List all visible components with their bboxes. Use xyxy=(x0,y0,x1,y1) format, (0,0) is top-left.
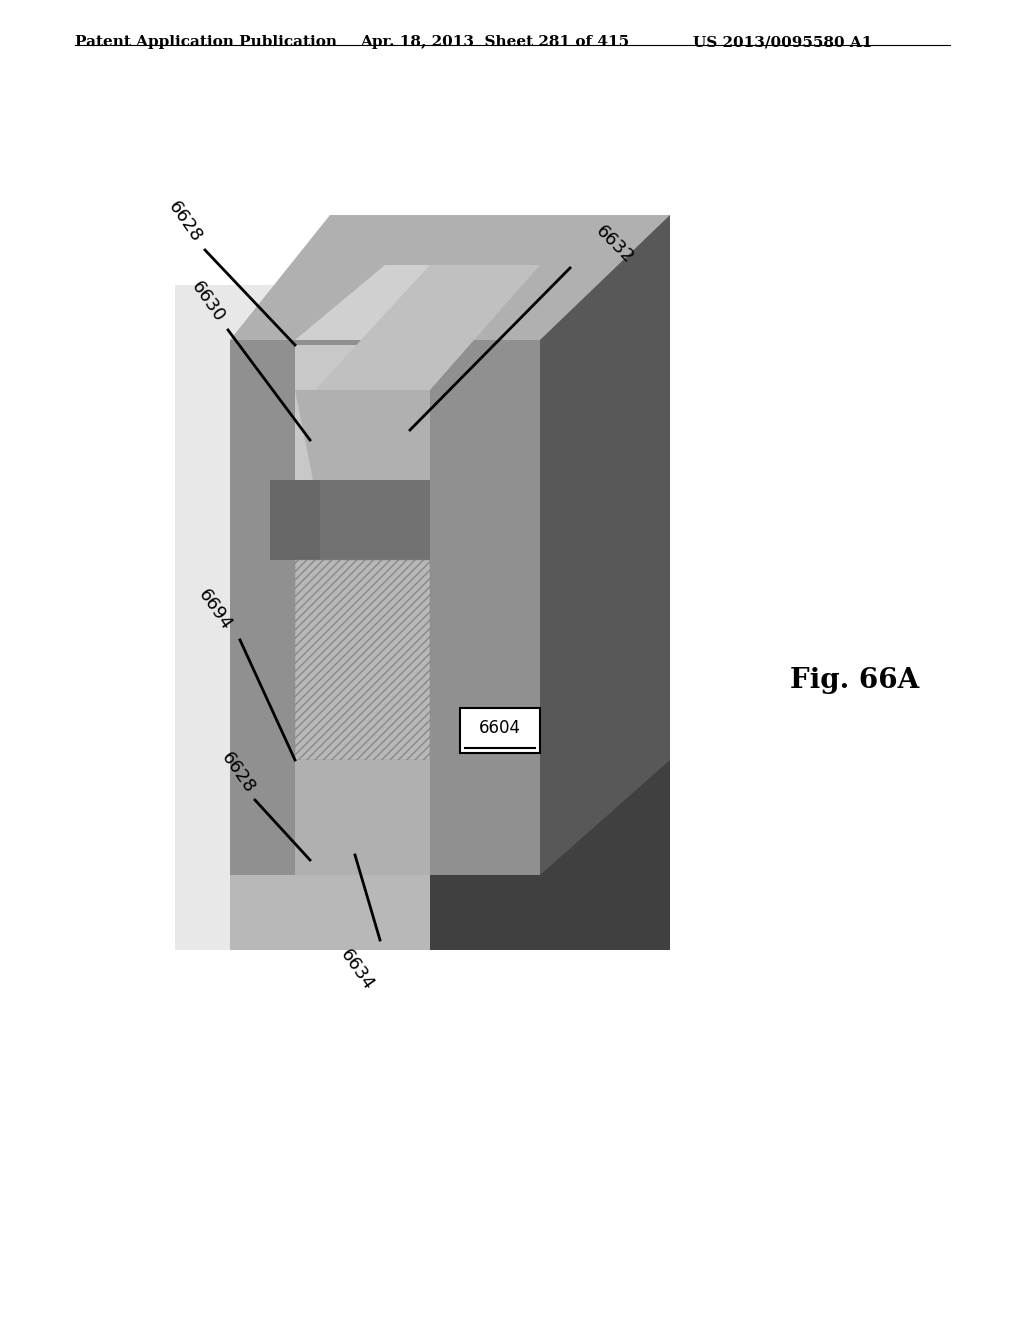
Polygon shape xyxy=(315,265,540,389)
Text: 6628: 6628 xyxy=(165,198,206,246)
Text: Apr. 18, 2013  Sheet 281 of 415: Apr. 18, 2013 Sheet 281 of 415 xyxy=(360,36,629,49)
Text: US 2013/0095580 A1: US 2013/0095580 A1 xyxy=(693,36,872,49)
Bar xyxy=(460,708,540,752)
Polygon shape xyxy=(295,389,430,490)
Text: 6604: 6604 xyxy=(479,719,521,737)
Text: Fig. 66A: Fig. 66A xyxy=(790,667,920,693)
Polygon shape xyxy=(230,215,670,341)
Polygon shape xyxy=(330,215,670,950)
Polygon shape xyxy=(295,560,430,760)
Polygon shape xyxy=(295,265,540,341)
Text: 6630: 6630 xyxy=(187,279,228,326)
Polygon shape xyxy=(295,345,430,875)
Text: 6628: 6628 xyxy=(217,750,258,797)
Polygon shape xyxy=(295,760,430,875)
Polygon shape xyxy=(230,875,430,950)
Text: 6632: 6632 xyxy=(592,223,637,268)
Text: 6634: 6634 xyxy=(337,946,378,994)
Text: 6694: 6694 xyxy=(195,586,236,634)
Polygon shape xyxy=(175,285,310,950)
Text: Patent Application Publication: Patent Application Publication xyxy=(75,36,337,49)
Polygon shape xyxy=(319,480,430,560)
Polygon shape xyxy=(430,760,670,950)
Polygon shape xyxy=(230,341,540,950)
Polygon shape xyxy=(270,480,319,560)
Polygon shape xyxy=(290,285,430,950)
